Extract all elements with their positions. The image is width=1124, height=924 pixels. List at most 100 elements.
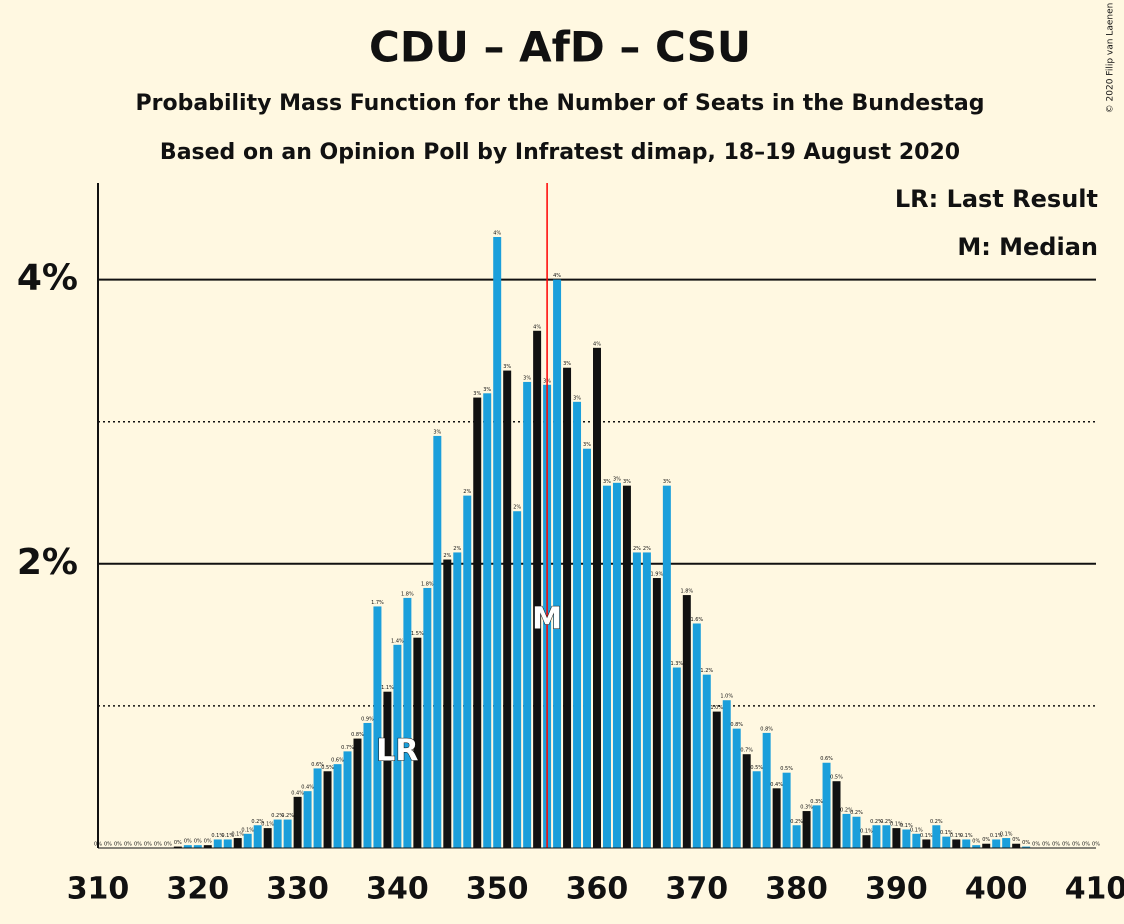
value-label: 0.4% xyxy=(301,785,314,791)
bar xyxy=(383,691,392,848)
bar xyxy=(173,846,182,848)
value-label: 0.2% xyxy=(790,819,803,825)
bar xyxy=(812,805,821,848)
value-label: 1.5% xyxy=(411,631,424,637)
value-label: 0.1% xyxy=(231,832,244,838)
y-tick-label: 2% xyxy=(17,542,78,583)
value-label: 3% xyxy=(603,479,611,485)
bar xyxy=(902,829,911,848)
bar xyxy=(822,762,831,848)
bar xyxy=(642,552,651,848)
value-label: 2% xyxy=(643,546,651,552)
value-label: 0.9% xyxy=(361,716,374,722)
value-label: 0.7% xyxy=(341,745,354,751)
value-label: 0.1% xyxy=(1000,832,1013,838)
value-label: 3% xyxy=(573,395,581,401)
value-label: 0% xyxy=(1062,842,1070,848)
value-label: 0% xyxy=(164,842,172,848)
bar xyxy=(872,825,881,848)
value-label: 0.5% xyxy=(830,775,843,781)
bar xyxy=(842,813,851,848)
bar xyxy=(962,839,971,848)
value-label: 0.2% xyxy=(850,810,863,816)
value-label: 0% xyxy=(1092,842,1100,848)
value-label: 2% xyxy=(513,505,521,511)
bar xyxy=(203,845,212,848)
bar xyxy=(433,435,442,848)
bar xyxy=(992,839,1001,848)
bar xyxy=(712,711,721,848)
bar xyxy=(183,845,192,848)
value-label: 0.1% xyxy=(900,823,913,829)
legend-entry: LR: Last Result xyxy=(895,185,1098,213)
chart-subtitle: Probability Mass Function for the Number… xyxy=(136,91,985,116)
copyright: © 2020 Filip van Laenen xyxy=(1106,3,1116,114)
x-tick-label: 320 xyxy=(166,872,229,907)
bar xyxy=(193,845,202,848)
bar xyxy=(752,771,761,848)
value-label: 0.1% xyxy=(211,833,224,839)
value-label: 3% xyxy=(623,479,631,485)
bar xyxy=(972,845,981,848)
bar xyxy=(982,843,991,848)
bar xyxy=(263,828,272,848)
value-label: 3% xyxy=(483,387,491,393)
chart-title: CDU – AfD – CSU xyxy=(369,23,751,72)
bar xyxy=(533,330,542,848)
bar xyxy=(762,732,771,848)
value-label: 4% xyxy=(533,324,541,330)
value-label: 4% xyxy=(593,341,601,347)
bar xyxy=(413,637,422,848)
bar xyxy=(293,796,302,848)
value-label: 1.2% xyxy=(700,668,713,674)
bar xyxy=(493,236,502,848)
bar xyxy=(243,833,252,848)
value-label: 3% xyxy=(663,479,671,485)
bar xyxy=(223,839,232,848)
value-label: 0.1% xyxy=(890,822,903,828)
bar xyxy=(393,644,402,848)
bar xyxy=(583,448,592,848)
bar xyxy=(732,728,741,848)
value-label: 0.7% xyxy=(740,748,753,754)
value-label: 0% xyxy=(194,839,202,845)
value-label: 1.0% xyxy=(710,705,723,711)
bar xyxy=(523,381,532,848)
value-label: 0.3% xyxy=(800,805,813,811)
bar xyxy=(573,401,582,848)
bar xyxy=(483,393,492,848)
value-label: 0.1% xyxy=(910,827,923,833)
value-label: 2% xyxy=(453,546,461,552)
value-label: 0% xyxy=(1052,842,1060,848)
bar xyxy=(273,819,282,848)
bar xyxy=(852,816,861,848)
value-label: 1.8% xyxy=(401,591,414,597)
value-label: 0.1% xyxy=(950,833,963,839)
value-label: 0% xyxy=(184,839,192,845)
value-label: 0.2% xyxy=(281,813,294,819)
value-label: 0% xyxy=(204,839,212,845)
bar xyxy=(443,559,452,848)
value-label: 2% xyxy=(463,489,471,495)
x-tick-label: 400 xyxy=(965,872,1028,907)
value-label: 4% xyxy=(553,273,561,279)
value-label: 0.8% xyxy=(760,726,773,732)
bar xyxy=(333,764,342,848)
bar xyxy=(453,552,462,848)
value-label: 3% xyxy=(523,375,531,381)
bar xyxy=(832,781,841,848)
value-label: 0.8% xyxy=(351,732,364,738)
value-label: 0% xyxy=(972,839,980,845)
value-label: 0.6% xyxy=(820,756,833,762)
x-tick-label: 390 xyxy=(865,872,928,907)
value-label: 0.3% xyxy=(810,799,823,805)
annotation: M xyxy=(532,602,562,637)
chart-subtitle: Based on an Opinion Poll by Infratest di… xyxy=(160,140,960,165)
bar xyxy=(473,397,482,848)
x-tick-label: 350 xyxy=(466,872,529,907)
value-label: 0.6% xyxy=(331,758,344,764)
value-label: 0.4% xyxy=(770,782,783,788)
x-tick-label: 340 xyxy=(366,872,429,907)
value-label: 0.5% xyxy=(780,766,793,772)
value-label: 0.1% xyxy=(860,829,873,835)
